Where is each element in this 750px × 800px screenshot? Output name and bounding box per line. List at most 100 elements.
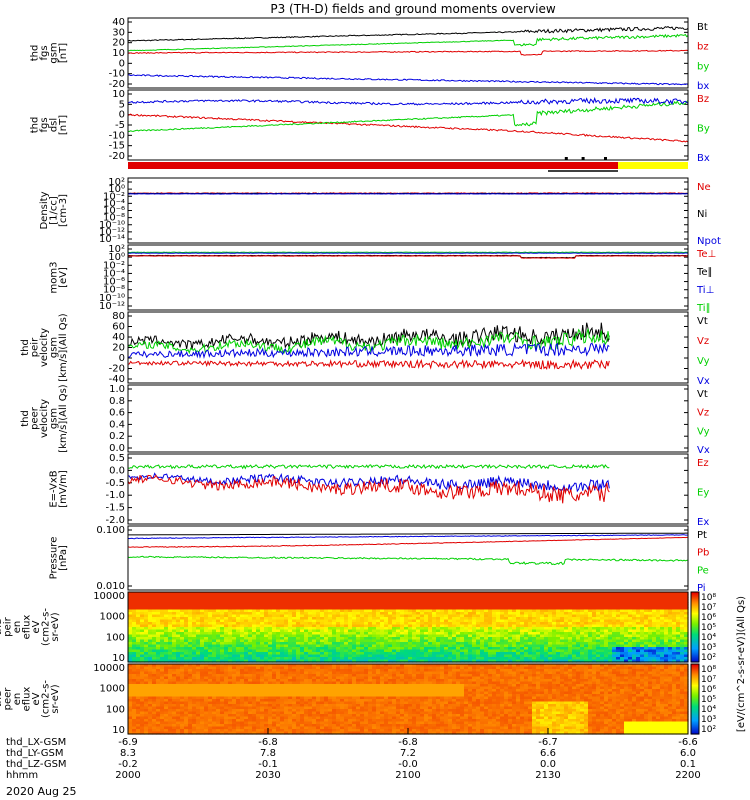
spectrogram-cell xyxy=(488,629,493,633)
spectrogram-cell xyxy=(172,704,177,708)
spectrogram-cell xyxy=(212,719,217,723)
spectrogram-cell xyxy=(144,699,149,703)
spectrogram-cell xyxy=(172,716,177,720)
spectrogram-cell xyxy=(580,632,585,636)
spectrogram-cell xyxy=(632,639,637,643)
spectrogram-cell xyxy=(448,642,453,646)
spectrogram-cell xyxy=(188,594,193,598)
spectrogram-cell xyxy=(452,629,457,633)
spectrogram-cell xyxy=(432,614,437,618)
spectrogram-cell xyxy=(164,639,169,643)
spectrogram-cell xyxy=(652,607,657,611)
spectrogram-cell xyxy=(328,634,333,638)
spectrogram-cell xyxy=(156,594,161,598)
spectrogram-cell xyxy=(236,659,241,663)
spectrogram-cell xyxy=(228,674,233,678)
spectrogram-cell xyxy=(628,629,633,633)
ytick-label: 10⁻¹⁰ xyxy=(99,293,125,304)
spectrogram-cell xyxy=(576,619,581,623)
spectrogram-cell xyxy=(412,652,417,656)
spectrogram-cell xyxy=(444,659,449,663)
spectrogram-cell xyxy=(520,659,525,663)
spectrogram-cell xyxy=(140,689,145,693)
spectrogram-cell xyxy=(216,724,221,728)
spectrogram-cell xyxy=(420,594,425,598)
spectrogram-cell xyxy=(472,599,477,603)
spectrogram-cell xyxy=(512,609,517,613)
spectrogram-cell xyxy=(288,642,293,646)
spectrogram-cell xyxy=(164,721,169,725)
spectrogram-cell xyxy=(436,609,441,613)
spectrogram-cell xyxy=(280,644,285,648)
spectrogram-cell xyxy=(560,609,565,613)
spectrogram-cell xyxy=(152,689,157,693)
spectrogram-cell xyxy=(588,632,593,636)
spectrogram-cell xyxy=(172,612,177,616)
spectrogram-cell xyxy=(204,652,209,656)
spectrogram-cell xyxy=(168,604,173,608)
spectrogram-cell xyxy=(664,612,669,616)
spectrogram-cell xyxy=(260,647,265,651)
spectrogram-cell xyxy=(380,599,385,603)
spectrogram-cell xyxy=(172,654,177,658)
spectrogram-cell xyxy=(312,592,317,596)
spectrogram-cell xyxy=(164,711,169,715)
spectrogram-cell xyxy=(552,607,557,611)
spectrogram-cell xyxy=(532,629,537,633)
spectrogram-cell xyxy=(320,624,325,628)
spectrogram-cell xyxy=(144,686,149,690)
spectrogram-cell xyxy=(172,706,177,710)
spectrogram-cell xyxy=(204,731,209,735)
spectrogram-cell xyxy=(412,599,417,603)
spectrogram-cell xyxy=(492,627,497,631)
ytick-label: 10 xyxy=(112,653,125,664)
spectrogram-cell xyxy=(392,652,397,656)
spectrogram-cell xyxy=(372,659,377,663)
spectrogram-cell xyxy=(476,594,481,598)
spectrogram-cell xyxy=(384,634,389,638)
spectrogram-cell xyxy=(304,639,309,643)
ylabel-line: en xyxy=(12,693,23,706)
spectrogram-cell xyxy=(400,634,405,638)
spectrogram-cell xyxy=(352,659,357,663)
spectrogram-cell xyxy=(492,622,497,626)
spectrogram-cell xyxy=(444,604,449,608)
spectrogram-cell xyxy=(368,602,373,606)
spectrogram-cell xyxy=(208,681,213,685)
spectrogram-cell xyxy=(684,607,689,611)
spectrogram-cell xyxy=(584,647,589,651)
spectrogram-cell xyxy=(528,632,533,636)
spectrogram-cell xyxy=(184,607,189,611)
spectrogram-cell xyxy=(376,624,381,628)
spectrogram-cell xyxy=(612,602,617,606)
spectrogram-cell xyxy=(292,647,297,651)
spectrogram-cell xyxy=(168,614,173,618)
spectrogram-cell xyxy=(456,647,461,651)
spectrogram-cell xyxy=(420,634,425,638)
spectrogram-cell xyxy=(448,649,453,653)
spectrogram-cell xyxy=(224,594,229,598)
spectrogram-cell xyxy=(132,592,137,596)
spectrogram-cell xyxy=(156,632,161,636)
spectrogram-cell xyxy=(652,592,657,596)
spectrogram-cell xyxy=(328,617,333,621)
spectrogram-cell xyxy=(148,632,153,636)
spectrogram-cell xyxy=(248,607,253,611)
spectrogram-cell xyxy=(524,597,529,601)
spectrogram-cell xyxy=(380,637,385,641)
spectrogram-cell xyxy=(144,599,149,603)
spectrogram-cell xyxy=(280,597,285,601)
spectrogram-cell xyxy=(612,614,617,618)
ylabel-line: eflux xyxy=(22,615,33,640)
spectrogram-cell xyxy=(160,597,165,601)
spectrogram-cell xyxy=(512,619,517,623)
spectrogram-cell xyxy=(244,622,249,626)
spectrogram-cell xyxy=(224,609,229,613)
spectrogram-cell xyxy=(256,612,261,616)
spectrogram-cell xyxy=(352,597,357,601)
spectrogram-cell xyxy=(184,709,189,713)
spectrogram-cell xyxy=(240,639,245,643)
spectrogram-cell xyxy=(596,609,601,613)
spectrogram-cell xyxy=(548,632,553,636)
spectrogram-cell xyxy=(196,647,201,651)
